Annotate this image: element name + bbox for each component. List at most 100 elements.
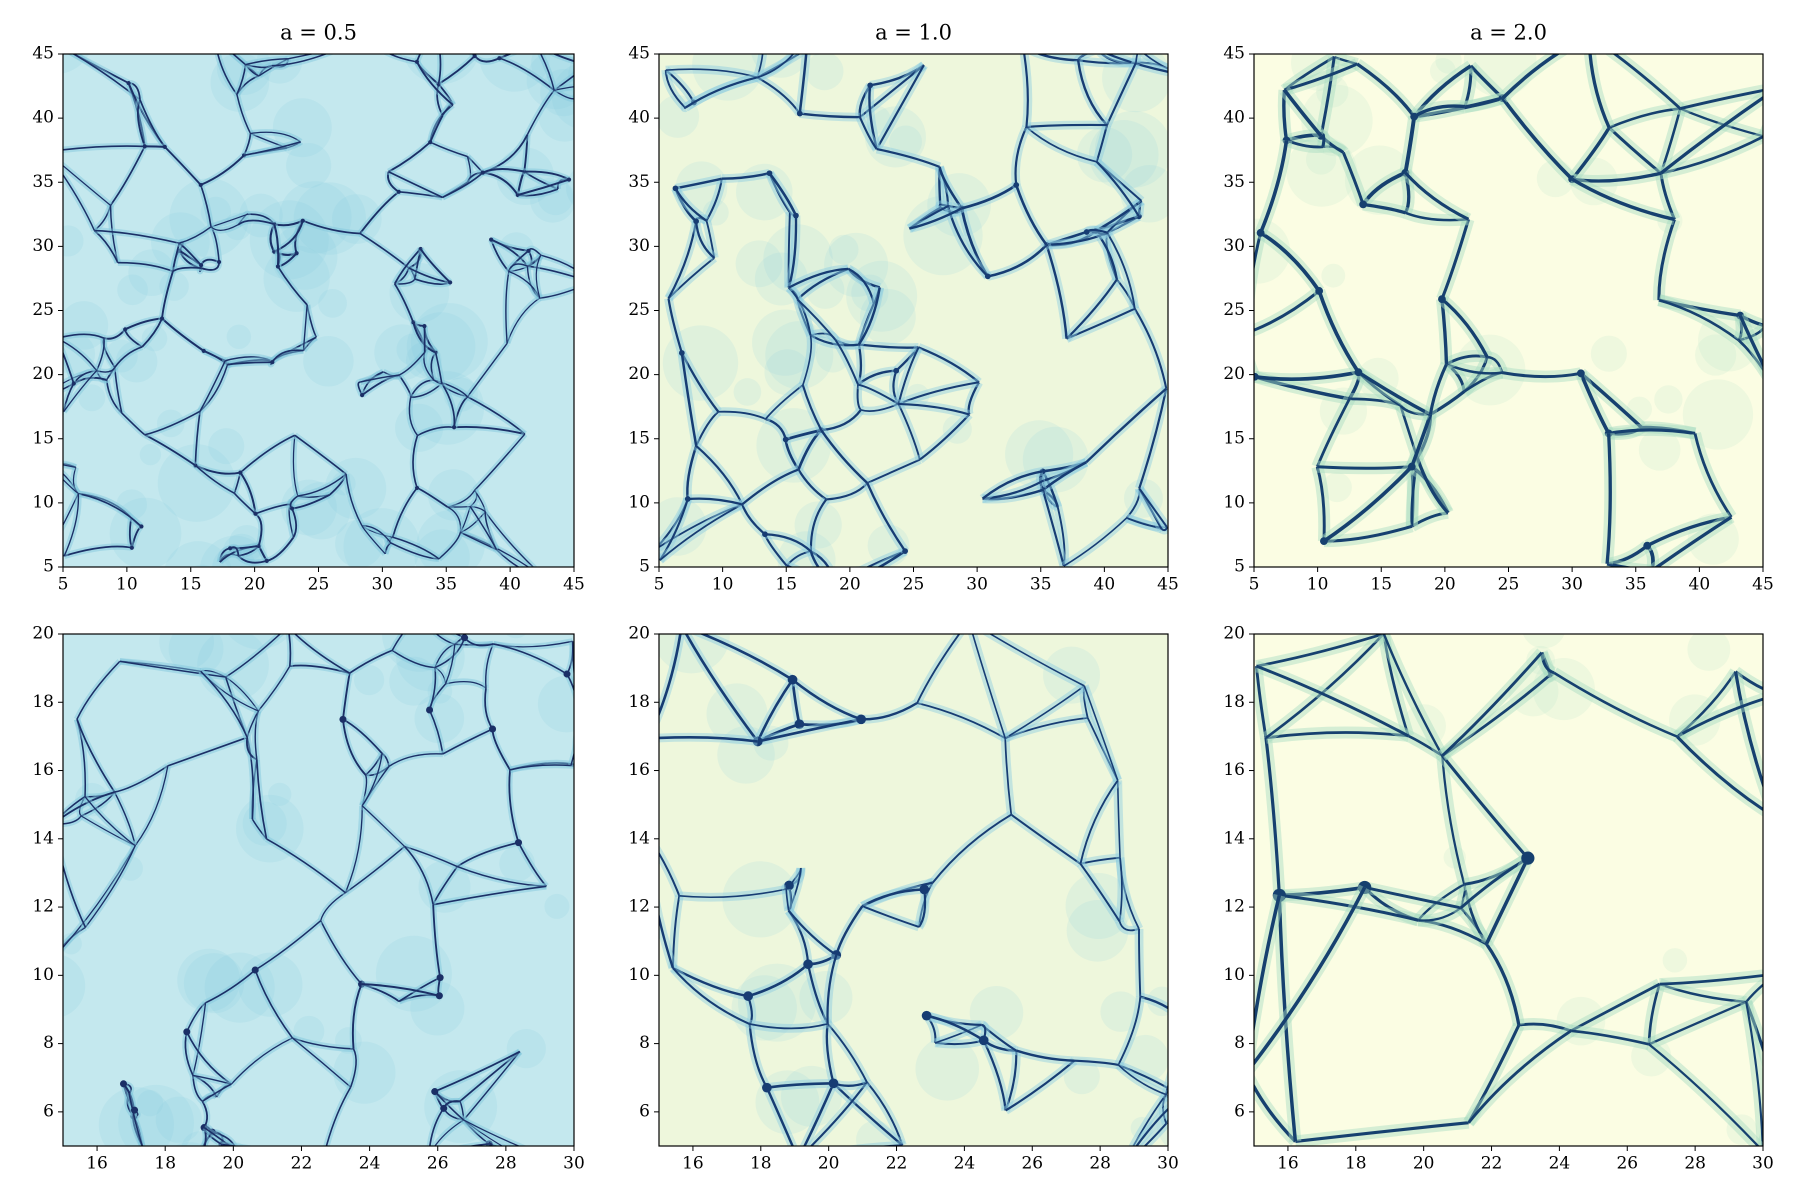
filament [63,370,98,412]
filament [388,141,431,173]
filament [438,55,476,85]
x-tick-label: 24 [1549,1154,1571,1174]
filament [434,1119,464,1146]
filament [246,710,259,738]
void-patch [733,378,762,406]
halo-node [139,524,144,529]
void-patch [272,98,332,158]
halo-node [693,218,699,225]
filament [469,506,498,550]
filament [1322,465,1414,543]
density-image [1254,634,1781,1146]
filament-halo [1043,54,1098,57]
filament [103,328,126,340]
filament [861,888,925,908]
filament [801,384,823,431]
y-tick-label: 45 [628,44,650,64]
filament [575,63,579,99]
filament [1161,526,1168,532]
filament [1608,428,1696,435]
filament [134,765,169,847]
void-patch [177,948,241,1012]
filament [408,397,419,436]
filament [250,131,301,143]
filament [433,379,443,385]
filament [109,205,119,263]
void-patch [118,856,143,881]
filament [255,503,291,515]
filament [246,737,254,820]
filament [876,147,940,168]
filament [1501,54,1561,100]
filament [1138,928,1142,997]
filament [495,549,520,567]
filament [1098,50,1140,51]
halo-node [440,1104,448,1112]
void-patch [1443,846,1466,869]
filament [1023,54,1029,128]
filament [705,220,716,259]
y-tick-label: 20 [32,624,54,644]
density-image [1254,54,1763,567]
filament [1745,1001,1763,1146]
filament [359,191,400,235]
void-patch [286,143,332,189]
halo-node [414,485,420,490]
filament [202,1083,232,1102]
filament [434,643,456,668]
filament [192,1075,204,1102]
y-tick-label: 10 [1223,492,1245,512]
void-patch [141,325,168,352]
void-patch [1536,159,1575,198]
filament [1036,54,1079,62]
void-patch [63,932,82,955]
filament [988,634,1085,687]
filament [898,381,980,405]
halo-node [643,734,653,744]
halo-node [131,1106,139,1114]
filament [302,304,308,351]
filament [1116,780,1121,858]
filament [468,1143,490,1146]
halo-node [251,966,259,974]
filament [361,753,383,807]
filament [858,84,872,118]
filament [388,171,443,199]
filament [1135,1107,1168,1146]
halo-node [238,470,243,475]
y-tick-label: 30 [32,236,54,256]
filament [297,473,347,497]
filament [686,445,698,500]
filament-halo [1775,694,1781,817]
filament [680,352,698,447]
y-tick-label: 30 [628,236,650,256]
filament [172,266,202,273]
void-patch [815,338,850,373]
void-patch [714,0,759,40]
halo-node [452,425,457,430]
density-image [659,0,1168,567]
filament [361,805,406,847]
filament-halo [571,66,574,75]
filament [63,145,145,151]
filament [114,346,143,368]
filament [664,70,686,109]
void-patch [1522,634,1565,649]
filament [63,333,105,339]
filament-halo [362,34,437,35]
void-patch [343,508,421,567]
y-tick-label: 15 [32,428,54,448]
y-tick-label: 5 [43,557,54,577]
filament [429,141,468,158]
filament [255,759,268,840]
density-image [63,634,574,1146]
filament [1469,64,1504,100]
filament [1255,664,1410,738]
halo-node [159,316,165,321]
filament [1356,62,1416,118]
filament [908,205,949,230]
filament [695,221,715,259]
halo-node [1768,810,1781,823]
filament [1407,734,1444,757]
x-tick-label: 28 [1684,1154,1706,1174]
